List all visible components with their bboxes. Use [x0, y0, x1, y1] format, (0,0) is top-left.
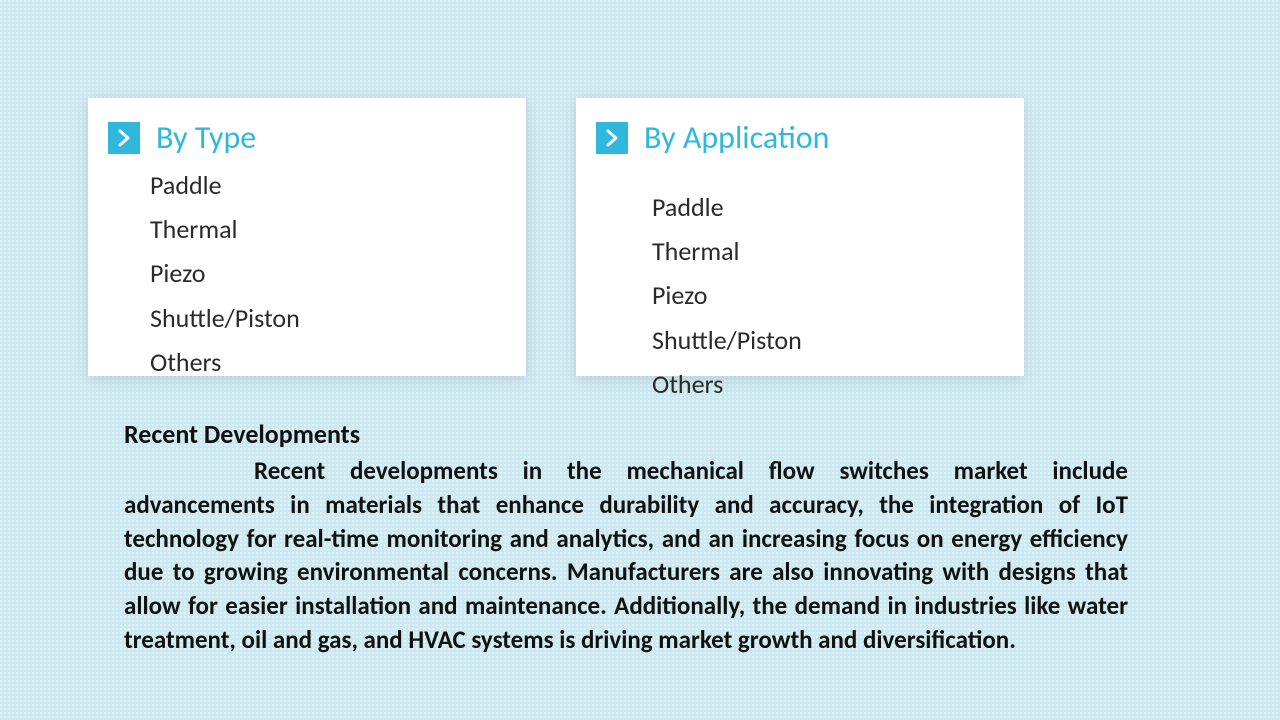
section-heading: Recent Developments — [124, 418, 1128, 450]
chevron-right-icon — [596, 122, 628, 154]
list-item: Shuttle/Piston — [652, 318, 994, 362]
card-by-type: By Type Paddle Thermal Piezo Shuttle/Pis… — [88, 98, 526, 376]
type-item-list: Paddle Thermal Piezo Shuttle/Piston Othe… — [150, 163, 496, 384]
list-item: Piezo — [150, 251, 496, 295]
list-item: Others — [150, 340, 496, 384]
card-header-application: By Application — [596, 118, 994, 157]
list-item: Others — [652, 362, 994, 406]
list-item: Paddle — [150, 163, 496, 207]
card-title-application: By Application — [644, 118, 829, 157]
card-header-type: By Type — [108, 118, 496, 157]
list-item: Piezo — [652, 273, 994, 317]
list-item: Thermal — [652, 229, 994, 273]
chevron-right-icon — [108, 122, 140, 154]
application-item-list: Paddle Thermal Piezo Shuttle/Piston Othe… — [652, 185, 994, 406]
card-title-type: By Type — [156, 118, 256, 157]
card-by-application: By Application Paddle Thermal Piezo Shut… — [576, 98, 1024, 376]
list-item: Shuttle/Piston — [150, 296, 496, 340]
list-item: Paddle — [652, 185, 994, 229]
list-item: Thermal — [150, 207, 496, 251]
section-recent-developments: Recent Developments Recent developments … — [124, 418, 1128, 657]
section-body: Recent developments in the mechanical fl… — [124, 454, 1128, 657]
